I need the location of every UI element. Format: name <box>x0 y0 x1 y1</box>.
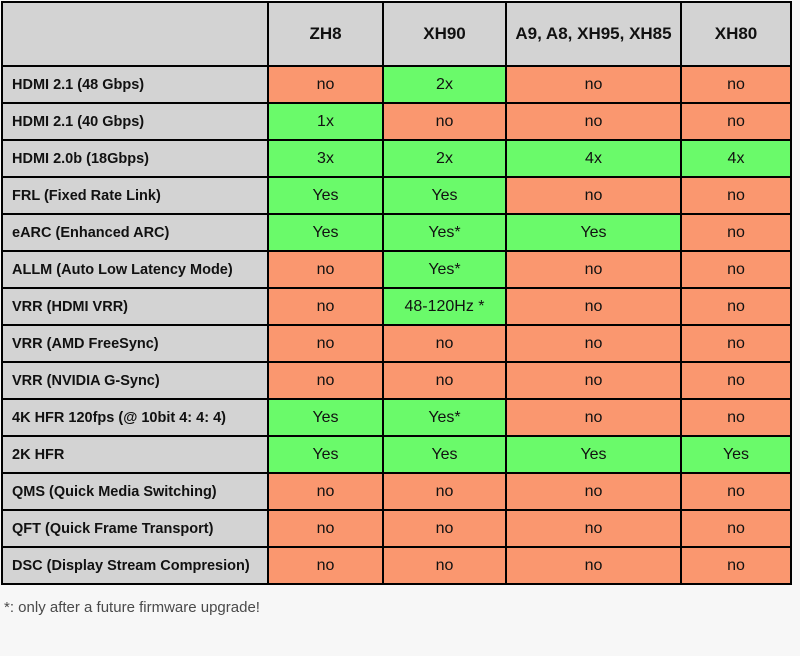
table-row: 2K HFR Yes Yes Yes Yes <box>1 435 792 474</box>
page: ZH8 XH90 A9, A8, XH95, XH85 XH80 HDMI 2.1 (… <box>1 1 792 616</box>
value-cell: no <box>267 509 384 548</box>
table-row: ALLM (Auto Low Latency Mode) no Yes* no no <box>1 250 792 289</box>
table-row: eARC (Enhanced ARC) Yes Yes* Yes no <box>1 213 792 252</box>
value-cell: no <box>267 287 384 326</box>
value-cell: no <box>267 472 384 511</box>
table-row: HDMI 2.0b (18Gbps) 3x 2x 4x 4x <box>1 139 792 178</box>
value-cell: Yes* <box>382 398 507 437</box>
value-cell: 2x <box>382 139 507 178</box>
feature-label-cell: eARC (Enhanced ARC) <box>1 213 269 252</box>
feature-label-cell: HDMI 2.0b (18Gbps) <box>1 139 269 178</box>
value-cell: no <box>267 361 384 400</box>
value-cell: no <box>680 509 792 548</box>
value-cell: Yes <box>267 435 384 474</box>
value-cell: no <box>680 546 792 585</box>
value-cell: 4x <box>680 139 792 178</box>
value-cell: no <box>382 361 507 400</box>
feature-label-cell: 2K HFR <box>1 435 269 474</box>
value-cell: no <box>505 361 682 400</box>
value-cell: no <box>382 546 507 585</box>
tv-feature-comparison-table: ZH8 XH90 A9, A8, XH95, XH85 XH80 HDMI 2.1 (… <box>1 1 792 585</box>
value-cell: no <box>267 65 384 104</box>
table-row: QMS (Quick Media Switching) no no no no <box>1 472 792 511</box>
model-column-header: ZH8 <box>267 1 384 67</box>
value-cell: no <box>505 176 682 215</box>
value-cell: no <box>505 102 682 141</box>
value-cell: no <box>382 102 507 141</box>
table-row: HDMI 2.1 (40 Gbps) 1x no no no <box>1 102 792 141</box>
value-cell: Yes <box>267 213 384 252</box>
value-cell: Yes <box>680 435 792 474</box>
feature-label-cell: VRR (AMD FreeSync) <box>1 324 269 363</box>
feature-label-cell: FRL (Fixed Rate Link) <box>1 176 269 215</box>
feature-label-cell: HDMI 2.1 (48 Gbps) <box>1 65 269 104</box>
value-cell: no <box>267 324 384 363</box>
table-row: FRL (Fixed Rate Link) Yes Yes no no <box>1 176 792 215</box>
value-cell: no <box>680 324 792 363</box>
table-row: VRR (AMD FreeSync) no no no no <box>1 324 792 363</box>
value-cell: no <box>680 287 792 326</box>
value-cell: no <box>505 398 682 437</box>
value-cell: no <box>680 250 792 289</box>
value-cell: no <box>505 65 682 104</box>
value-cell: Yes <box>382 176 507 215</box>
feature-label-cell: VRR (HDMI VRR) <box>1 287 269 326</box>
model-column-header: XH80 <box>680 1 792 67</box>
table-row: QFT (Quick Frame Transport) no no no no <box>1 509 792 548</box>
table-row: VRR (HDMI VRR) no 48-120Hz * no no <box>1 287 792 326</box>
feature-label-cell: QMS (Quick Media Switching) <box>1 472 269 511</box>
value-cell: no <box>505 509 682 548</box>
feature-label-cell: QFT (Quick Frame Transport) <box>1 509 269 548</box>
table-row: 4K HFR 120fps (@ 10bit 4: 4: 4) Yes Yes* no… <box>1 398 792 437</box>
value-cell: Yes <box>505 213 682 252</box>
value-cell: no <box>680 361 792 400</box>
model-column-header: XH90 <box>382 1 507 67</box>
value-cell: 2x <box>382 65 507 104</box>
value-cell: no <box>680 472 792 511</box>
value-cell: Yes* <box>382 213 507 252</box>
value-cell: no <box>505 287 682 326</box>
table-row: DSC (Display Stream Compresion) no no no no <box>1 546 792 585</box>
value-cell: no <box>382 472 507 511</box>
value-cell: Yes <box>267 398 384 437</box>
value-cell: no <box>505 546 682 585</box>
feature-column-header <box>1 1 269 67</box>
value-cell: no <box>680 102 792 141</box>
value-cell: 48-120Hz * <box>382 287 507 326</box>
feature-label-cell: DSC (Display Stream Compresion) <box>1 546 269 585</box>
value-cell: no <box>680 398 792 437</box>
header-row: ZH8 XH90 A9, A8, XH95, XH85 XH80 <box>1 1 792 67</box>
value-cell: no <box>505 472 682 511</box>
value-cell: Yes <box>267 176 384 215</box>
firmware-footnote: *: only after a future firmware upgrade! <box>4 599 260 616</box>
value-cell: 3x <box>267 139 384 178</box>
value-cell: no <box>505 250 682 289</box>
feature-label-cell: HDMI 2.1 (40 Gbps) <box>1 102 269 141</box>
value-cell: no <box>382 509 507 548</box>
value-cell: no <box>382 324 507 363</box>
value-cell: Yes <box>382 435 507 474</box>
value-cell: no <box>267 546 384 585</box>
value-cell: no <box>680 176 792 215</box>
feature-label-cell: ALLM (Auto Low Latency Mode) <box>1 250 269 289</box>
feature-label-cell: VRR (NVIDIA G-Sync) <box>1 361 269 400</box>
value-cell: 4x <box>505 139 682 178</box>
model-column-header: A9, A8, XH95, XH85 <box>505 1 682 67</box>
table-row: HDMI 2.1 (48 Gbps) no 2x no no <box>1 65 792 104</box>
value-cell: 1x <box>267 102 384 141</box>
value-cell: no <box>680 65 792 104</box>
value-cell: no <box>267 250 384 289</box>
value-cell: no <box>680 213 792 252</box>
feature-label-cell: 4K HFR 120fps (@ 10bit 4: 4: 4) <box>1 398 269 437</box>
value-cell: Yes* <box>382 250 507 289</box>
value-cell: Yes <box>505 435 682 474</box>
value-cell: no <box>505 324 682 363</box>
table-row: VRR (NVIDIA G-Sync) no no no no <box>1 361 792 400</box>
